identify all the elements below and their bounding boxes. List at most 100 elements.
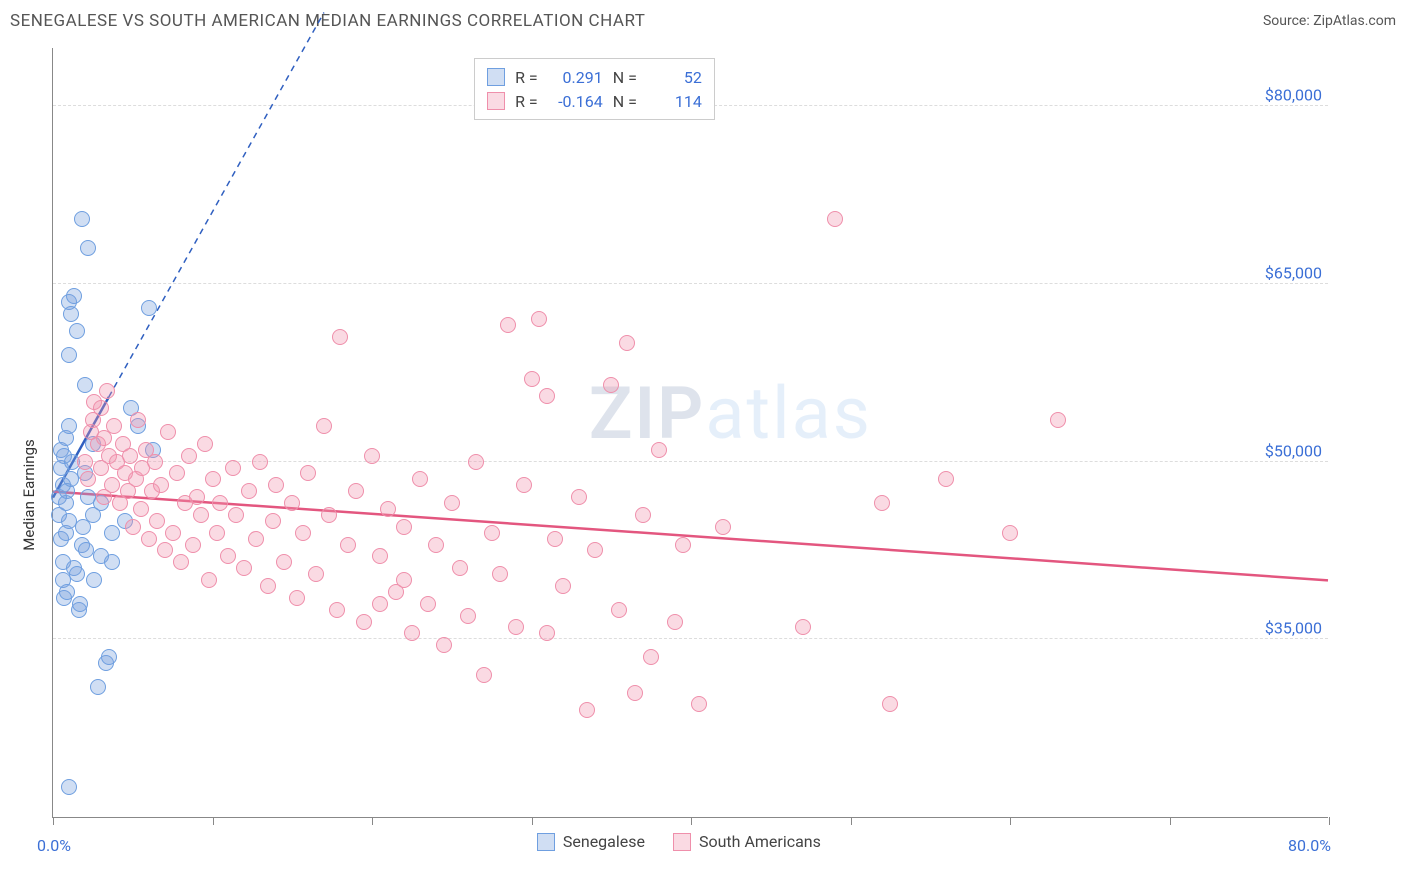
r-value: 0.291	[548, 68, 603, 87]
data-point	[539, 388, 555, 404]
data-point	[90, 679, 106, 695]
data-point	[587, 542, 603, 558]
data-point	[165, 525, 181, 541]
data-point	[104, 554, 120, 570]
x-tick	[1329, 817, 1330, 825]
data-point	[61, 418, 77, 434]
data-point	[300, 465, 316, 481]
data-point	[516, 477, 532, 493]
data-point	[340, 537, 356, 553]
data-point	[348, 483, 364, 499]
n-value: 52	[647, 68, 702, 87]
legend-row: R =0.291N =52	[487, 65, 702, 89]
r-label: R =	[515, 68, 538, 87]
data-point	[99, 383, 115, 399]
x-tick	[1010, 817, 1011, 825]
data-point	[101, 649, 117, 665]
y-tick-label: $65,000	[1265, 263, 1322, 282]
data-point	[212, 495, 228, 511]
legend-swatch	[487, 68, 505, 86]
data-point	[276, 554, 292, 570]
data-point	[476, 667, 492, 683]
data-point	[715, 519, 731, 535]
data-point	[74, 211, 90, 227]
r-value: -0.164	[548, 92, 603, 111]
data-point	[185, 537, 201, 553]
legend-swatch	[537, 833, 555, 851]
watermark: ZIPatlas	[589, 371, 872, 456]
data-point	[69, 323, 85, 339]
source-name: ZipAtlas.com	[1313, 13, 1396, 29]
data-point	[59, 584, 75, 600]
data-point	[236, 560, 252, 576]
data-point	[77, 377, 93, 393]
data-point	[428, 537, 444, 553]
data-point	[268, 477, 284, 493]
data-point	[938, 471, 954, 487]
data-point	[61, 347, 77, 363]
data-point	[396, 519, 412, 535]
data-point	[63, 306, 79, 322]
data-point	[201, 572, 217, 588]
chart-header: SENEGALESE VS SOUTH AMERICAN MEDIAN EARN…	[0, 0, 1406, 42]
data-point	[228, 507, 244, 523]
data-point	[260, 578, 276, 594]
data-point	[265, 513, 281, 529]
data-point	[412, 471, 428, 487]
data-point	[295, 525, 311, 541]
data-point	[404, 625, 420, 641]
data-point	[460, 608, 476, 624]
data-point	[66, 288, 82, 304]
data-point	[332, 329, 348, 345]
gridline	[53, 283, 1328, 284]
legend-item: South Americans	[673, 832, 821, 851]
data-point	[611, 602, 627, 618]
data-point	[157, 542, 173, 558]
data-point	[539, 625, 555, 641]
data-point	[248, 531, 264, 547]
data-point	[1002, 525, 1018, 541]
data-point	[104, 525, 120, 541]
plot-area: $35,000 $50,000 $65,000 $80,000 ZIPatlas R = 0…	[52, 48, 1328, 818]
source-prefix: Source:	[1263, 13, 1313, 29]
data-point	[364, 448, 380, 464]
data-point	[104, 477, 120, 493]
x-tick	[532, 817, 533, 825]
data-point	[547, 531, 563, 547]
data-point	[667, 614, 683, 630]
x-axis-max-label: 80.0%	[1288, 836, 1331, 855]
y-tick-label: $80,000	[1265, 86, 1322, 105]
data-point	[220, 548, 236, 564]
data-point	[284, 495, 300, 511]
data-point	[827, 211, 843, 227]
data-point	[125, 519, 141, 535]
legend-label: South Americans	[699, 832, 821, 851]
data-point	[86, 572, 102, 588]
data-point	[321, 507, 337, 523]
x-tick	[213, 817, 214, 825]
data-point	[555, 578, 571, 594]
data-point	[508, 619, 524, 635]
data-point	[635, 507, 651, 523]
data-point	[329, 602, 345, 618]
data-point	[93, 400, 109, 416]
data-point	[795, 619, 811, 635]
data-point	[197, 436, 213, 452]
data-point	[500, 317, 516, 333]
data-point	[106, 418, 122, 434]
data-point	[141, 300, 157, 316]
data-point	[173, 554, 189, 570]
data-point	[169, 465, 185, 481]
data-point	[193, 507, 209, 523]
data-point	[289, 590, 305, 606]
data-point	[141, 531, 157, 547]
data-point	[130, 412, 146, 428]
data-point	[252, 454, 268, 470]
data-point	[468, 454, 484, 470]
data-point	[72, 596, 88, 612]
data-point	[61, 779, 77, 795]
y-tick-label: $50,000	[1265, 441, 1322, 460]
y-tick-label: $35,000	[1265, 619, 1322, 638]
data-point	[153, 477, 169, 493]
data-point	[444, 495, 460, 511]
